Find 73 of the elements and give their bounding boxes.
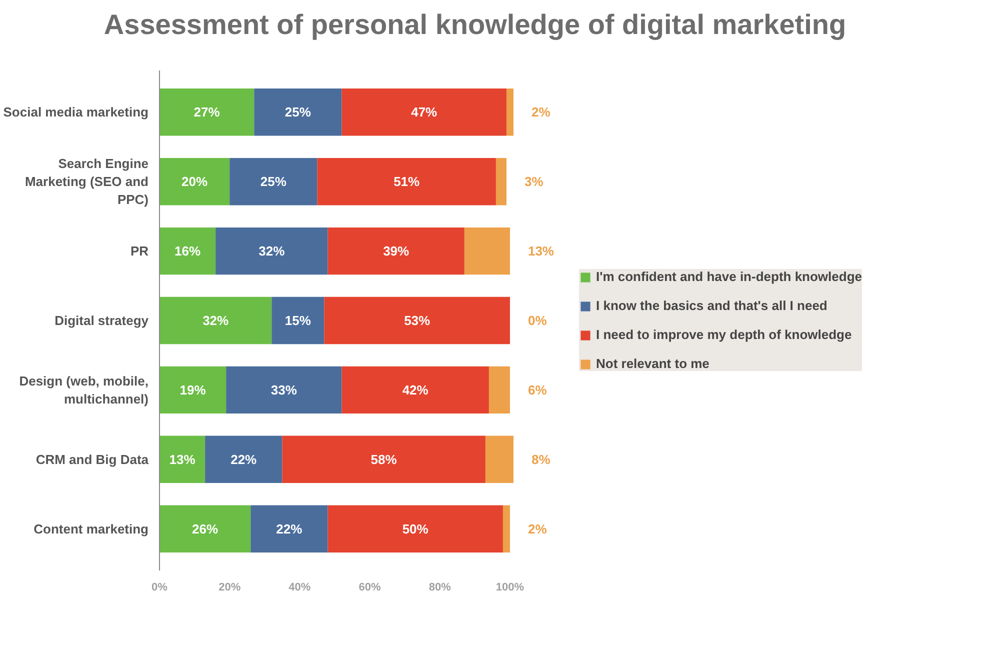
bar	[496, 158, 506, 206]
data-label: 2%	[531, 104, 551, 120]
y-tick-label: Digital strategy	[54, 313, 150, 328]
data-label: 51%	[394, 174, 420, 190]
bar	[230, 158, 318, 206]
x-tick-label: 20%	[218, 582, 241, 594]
data-label: 58%	[370, 452, 398, 467]
bar	[216, 227, 328, 275]
data-label: 32%	[202, 313, 230, 328]
data-label: 13%	[528, 244, 554, 259]
bar	[464, 227, 510, 275]
x-tick-label: 60%	[358, 582, 382, 594]
y-tick-label: PR	[130, 244, 150, 259]
legend-label: I need to improve my depth of knowledge	[596, 327, 852, 342]
data-label: 22%	[276, 521, 303, 536]
data-label: 22%	[230, 452, 258, 467]
bar	[160, 227, 216, 275]
data-label: 19%	[180, 382, 206, 398]
bar	[205, 436, 282, 483]
data-label: 42%	[402, 382, 429, 398]
data-label: 25%	[260, 174, 287, 190]
chart-title: Assessment of personal knowledge of digital marketing	[102, 8, 848, 42]
data-label: 32%	[258, 244, 286, 259]
legend-label: Not relevant to me	[596, 356, 710, 371]
data-label: 0%	[528, 313, 548, 328]
bar	[488, 366, 510, 414]
data-label: 50%	[402, 521, 429, 536]
bar	[328, 505, 503, 552]
bar	[160, 88, 254, 136]
bar	[160, 158, 230, 206]
data-label: 27%	[194, 104, 220, 120]
bar	[250, 505, 328, 552]
y-tick-label: CRM and Big Data	[36, 452, 150, 467]
data-label: 13%	[169, 452, 196, 467]
data-label: 33%	[270, 382, 298, 398]
y-tick-label: Search Engine Marketing (SEO and PPC)	[24, 156, 149, 208]
bar	[506, 88, 514, 136]
data-label: 6%	[528, 382, 548, 398]
bar	[160, 366, 226, 414]
y-tick-label: Design (web, mobile, multichannel)	[19, 373, 149, 406]
bar	[160, 505, 251, 552]
x-tick-label: 0%	[152, 582, 168, 594]
bar	[254, 88, 342, 136]
bar	[317, 158, 496, 206]
x-tick-label: 80%	[428, 582, 452, 594]
y-tick-label: Content marketing	[34, 521, 149, 536]
data-label: 16%	[174, 244, 201, 259]
data-label: 26%	[192, 521, 219, 536]
data-label: 8%	[531, 452, 551, 467]
bar	[342, 88, 506, 136]
bar	[502, 505, 510, 552]
legend-label: I'm confident and have in-depth knowledge	[596, 269, 862, 284]
data-label: 15%	[284, 313, 312, 328]
data-label: 25%	[284, 104, 312, 120]
bar	[160, 436, 206, 483]
y-tick-label: Social media marketing	[3, 104, 149, 120]
x-tick-label: 100%	[496, 582, 524, 594]
bar	[272, 296, 324, 344]
bar	[328, 227, 464, 275]
data-label: 2%	[528, 521, 548, 536]
bar	[226, 366, 342, 414]
bar	[324, 296, 510, 344]
data-label: 53%	[404, 313, 431, 328]
bar	[342, 366, 489, 414]
bar	[282, 436, 486, 483]
bar	[160, 296, 272, 344]
data-label: 3%	[524, 174, 544, 190]
data-label: 20%	[182, 174, 208, 190]
x-tick-label: 40%	[288, 582, 311, 594]
data-label: 47%	[411, 104, 438, 120]
legend-label: I know the basics and that's all I need	[596, 298, 828, 313]
bar	[485, 436, 514, 483]
data-label: 39%	[383, 244, 410, 259]
